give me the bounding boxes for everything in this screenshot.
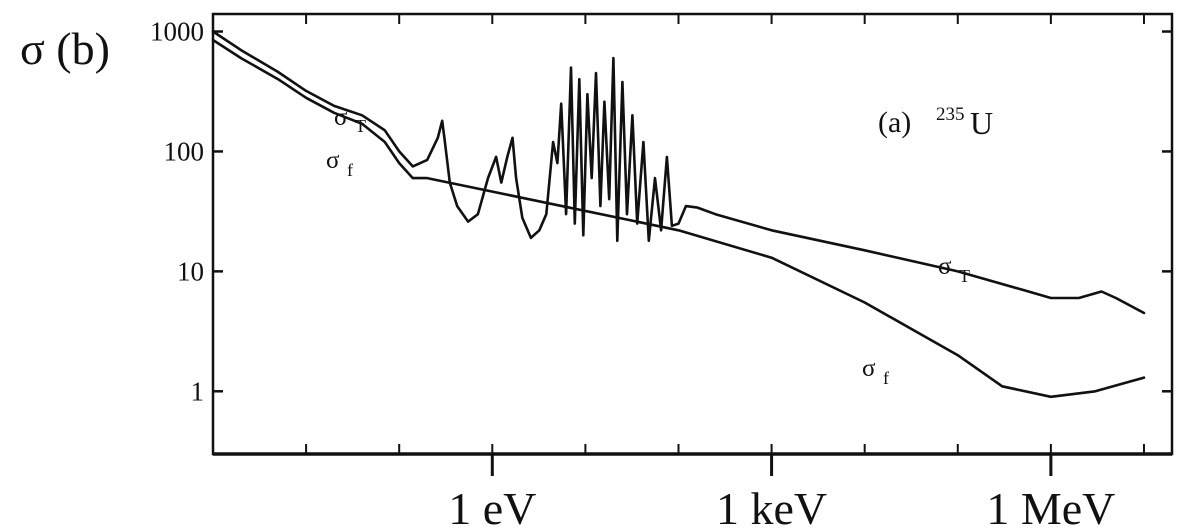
y-tick-label: 1 bbox=[191, 376, 205, 406]
series-line-sigma-f bbox=[211, 38, 1146, 399]
series-label-sub: f bbox=[347, 160, 353, 180]
y-tick-label: 1000 bbox=[150, 17, 204, 47]
series-label-main: σ bbox=[326, 147, 340, 174]
series-label-main: σ bbox=[334, 104, 348, 131]
series-label-sub: T bbox=[355, 116, 366, 136]
y-tick-label: 100 bbox=[164, 136, 205, 166]
series-line-sigma-t bbox=[211, 30, 1146, 315]
x-ticks: 1 eV 1 keV 1 MeV bbox=[212, 14, 1145, 531]
series-label-sigma-f-high-energy: σ f bbox=[862, 355, 889, 388]
x-tick-label: 1 eV bbox=[448, 483, 536, 531]
series-label-sigma-f-low-energy: σ f bbox=[326, 147, 353, 180]
series-label-main: σ bbox=[862, 355, 876, 382]
y-tick-label: 10 bbox=[177, 256, 204, 286]
isotope-mass-number: 235 bbox=[936, 104, 965, 125]
series-label-sigma-t-low-energy: σ T bbox=[334, 104, 366, 136]
series-label-sub: f bbox=[883, 368, 889, 388]
y-axis-label: σ (b) bbox=[20, 23, 110, 74]
series-layer bbox=[211, 30, 1146, 399]
panel-label: (a) bbox=[878, 106, 911, 139]
series-label-sigma-t-high-energy: σ T bbox=[938, 253, 970, 286]
isotope-symbol: U bbox=[970, 105, 993, 141]
x-tick-label: 1 MeV bbox=[986, 483, 1115, 531]
series-label-sub: T bbox=[959, 266, 970, 286]
series-label-main: σ bbox=[938, 253, 952, 280]
y-ticks: 1 10 100 1000 bbox=[150, 17, 1172, 406]
x-tick-label: 1 keV bbox=[716, 483, 827, 531]
